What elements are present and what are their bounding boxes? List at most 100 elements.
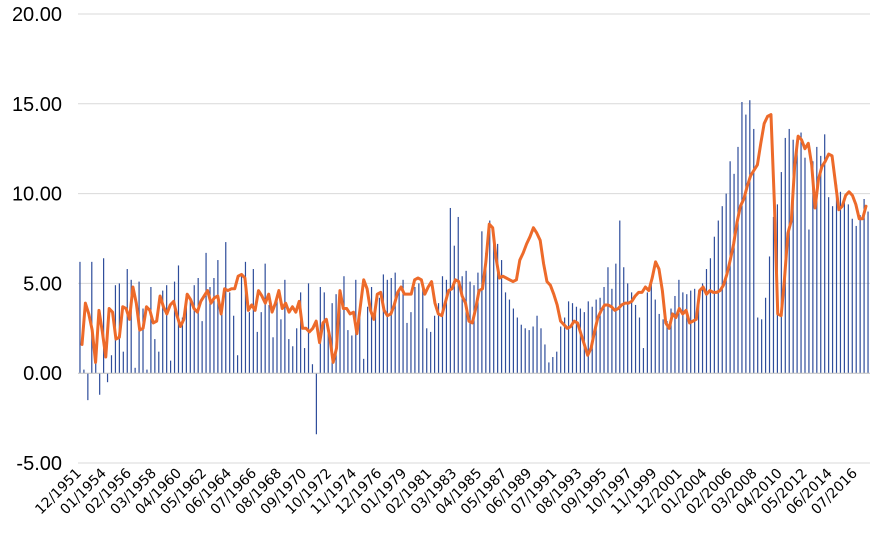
series-line — [80, 113, 868, 364]
bar — [729, 161, 731, 374]
bar — [772, 216, 775, 374]
bar — [634, 304, 637, 374]
bar — [666, 321, 668, 374]
bar — [142, 308, 144, 374]
bar — [642, 348, 645, 374]
bar — [268, 304, 270, 374]
bar — [469, 281, 471, 374]
bar — [571, 303, 574, 374]
bar — [378, 297, 381, 374]
bar — [110, 355, 113, 374]
bar — [788, 128, 790, 374]
bar — [374, 313, 377, 374]
y-tick-label: 15.00 — [12, 94, 62, 116]
bar — [855, 225, 857, 374]
bar — [780, 172, 782, 374]
bar — [599, 297, 601, 374]
bar — [185, 294, 187, 374]
bar — [359, 317, 361, 374]
gridlines — [78, 13, 870, 464]
bar — [717, 220, 719, 374]
bar — [701, 283, 704, 374]
bar — [792, 139, 794, 374]
bar — [603, 286, 605, 374]
bar — [567, 301, 570, 374]
bar — [753, 128, 755, 374]
bar — [394, 272, 396, 374]
bar — [796, 145, 798, 374]
bar — [713, 236, 715, 374]
bar — [402, 279, 404, 374]
bar — [284, 279, 286, 374]
bar — [465, 270, 467, 374]
bar — [87, 373, 89, 401]
bar — [418, 283, 420, 374]
bar — [236, 355, 239, 374]
bar — [725, 193, 727, 374]
bar — [564, 317, 566, 374]
bar — [410, 312, 412, 374]
bar — [445, 279, 448, 374]
bar — [619, 220, 621, 374]
bar — [658, 313, 660, 374]
bar — [552, 357, 554, 374]
bar — [733, 173, 735, 374]
bar — [650, 279, 652, 374]
bar — [489, 220, 491, 374]
bar — [560, 326, 562, 374]
bar — [741, 102, 743, 374]
bar — [851, 218, 853, 374]
bar — [824, 134, 826, 374]
bar — [493, 242, 495, 374]
bar — [363, 358, 365, 374]
bar — [674, 295, 676, 374]
line-series — [80, 113, 868, 364]
y-tick-label: 0.00 — [23, 363, 62, 385]
bar — [398, 290, 400, 374]
bar — [536, 315, 538, 374]
bar — [437, 303, 440, 374]
bar — [382, 274, 384, 374]
bar — [698, 290, 700, 374]
y-tick-label: -5.00 — [16, 453, 62, 475]
bar — [162, 290, 164, 374]
y-tick-label: 20.00 — [12, 4, 62, 26]
bar — [106, 373, 109, 383]
bar — [461, 276, 463, 374]
bar — [678, 279, 680, 374]
bar — [690, 290, 692, 374]
bar — [575, 306, 578, 374]
bar — [276, 297, 278, 374]
bar — [343, 276, 345, 374]
bar — [370, 286, 373, 374]
bar — [158, 351, 160, 374]
bar — [154, 339, 156, 374]
bar — [524, 328, 526, 374]
bar — [323, 292, 325, 374]
bar — [615, 263, 617, 374]
bar — [623, 267, 625, 374]
bar — [532, 326, 534, 374]
bar — [244, 261, 247, 374]
bar — [280, 319, 282, 374]
bar — [83, 369, 85, 374]
y-tick-label: 10.00 — [12, 184, 62, 206]
bar — [331, 303, 333, 374]
bar — [327, 331, 329, 374]
bar — [240, 274, 243, 374]
bar — [512, 308, 514, 374]
bar — [205, 252, 207, 374]
bar — [638, 317, 641, 374]
bar — [835, 184, 838, 374]
y-axis-tick-labels: -5.00 0.00 5.00 10.00 15.00 20.00 — [12, 4, 62, 475]
bar — [757, 317, 759, 374]
bar — [497, 243, 499, 374]
bar — [303, 348, 306, 374]
bar — [426, 328, 428, 374]
bar — [768, 256, 771, 374]
bar — [694, 288, 696, 374]
bar — [863, 198, 865, 374]
bar — [544, 344, 546, 374]
bar — [587, 301, 589, 374]
